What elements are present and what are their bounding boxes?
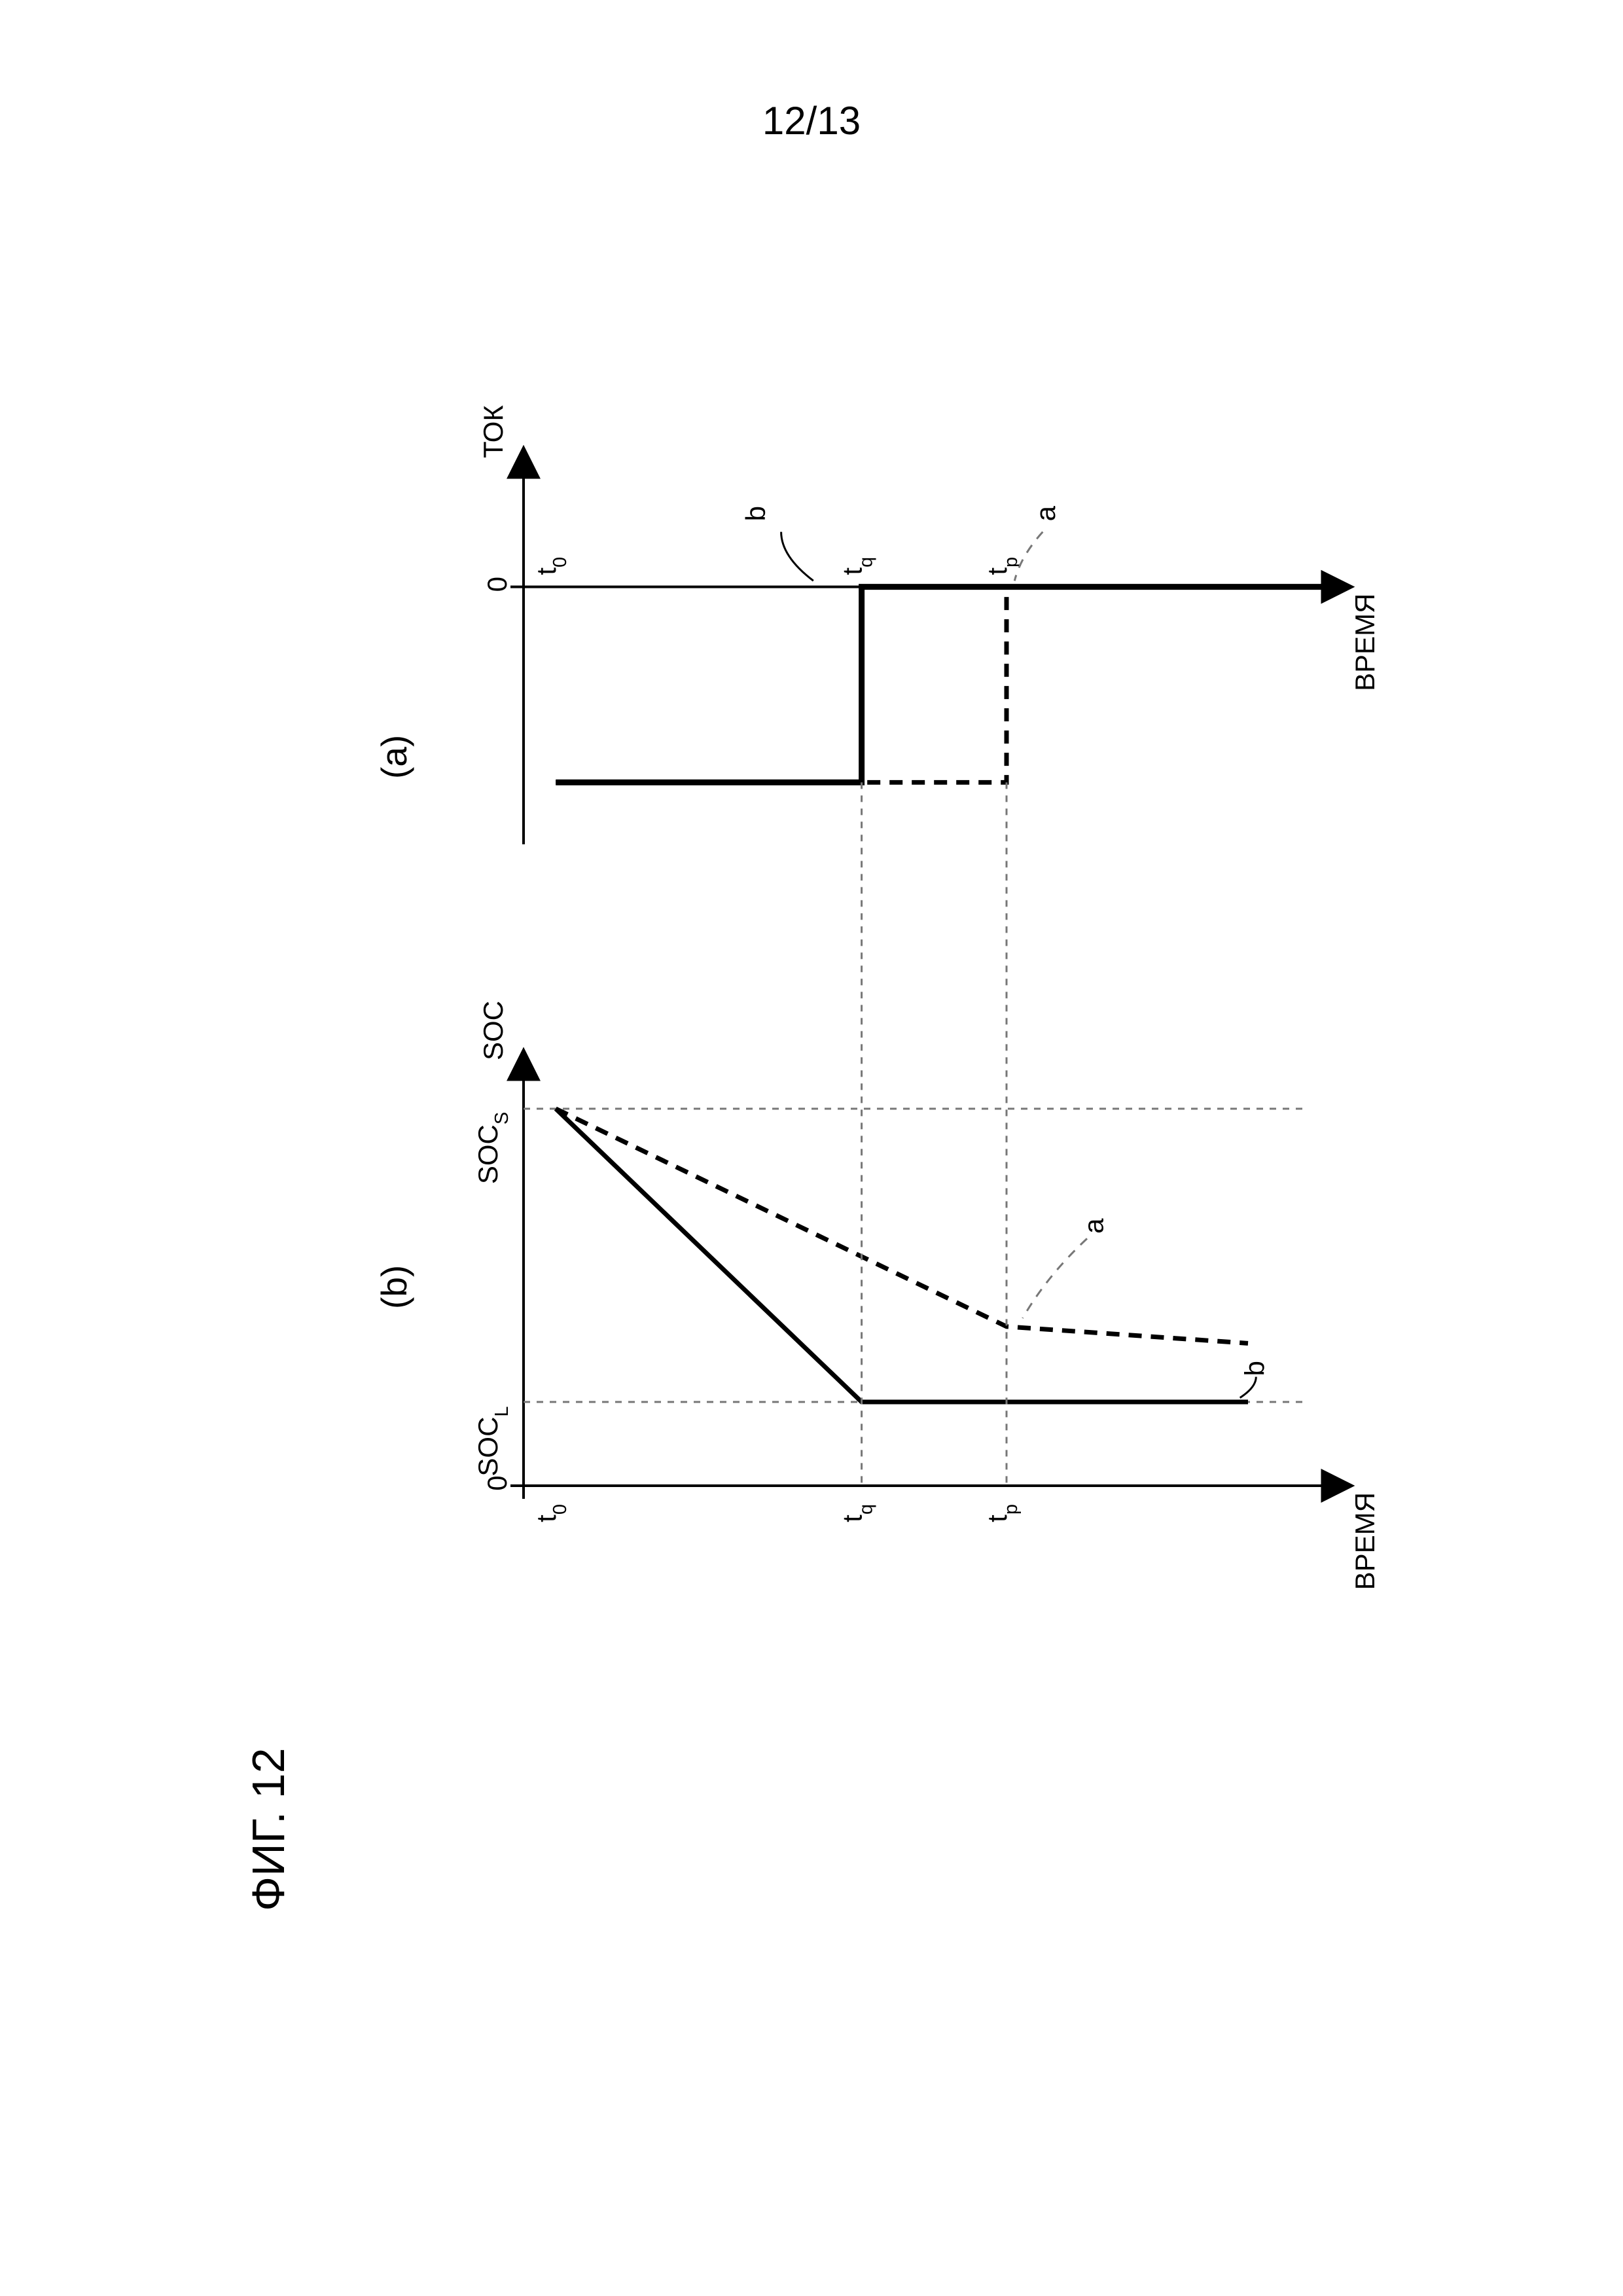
page: 12/13 ФИГ. 12 (a) (b) ТОК ВРЕМЯ 0 t0 tq tp b a 0… <box>0 0 1623 2296</box>
svg-text:ТОК: ТОК <box>478 405 508 458</box>
svg-text:a: a <box>1030 505 1061 521</box>
svg-text:b: b <box>1240 1361 1270 1376</box>
svg-text:t0: t0 <box>531 1504 571 1522</box>
svg-text:SOCS: SOCS <box>478 1112 512 1184</box>
svg-text:SOCL: SOCL <box>478 1406 512 1476</box>
svg-text:a: a <box>1079 1218 1109 1234</box>
svg-text:tq: tq <box>837 557 877 575</box>
svg-text:0: 0 <box>482 1475 512 1490</box>
figure-title: ФИГ. 12 <box>242 1748 294 1911</box>
svg-text:0: 0 <box>482 577 512 592</box>
charts-container: ТОК ВРЕМЯ 0 t0 tq tp b a 0 SOC ВРЕМЯ SOCS SOCL t0 tq tp… <box>478 393 1394 1898</box>
svg-text:tp: tp <box>982 1504 1022 1522</box>
svg-text:ВРЕМЯ: ВРЕМЯ <box>1349 594 1380 691</box>
svg-text:tp: tp <box>982 557 1022 575</box>
svg-text:tq: tq <box>837 1504 877 1522</box>
svg-text:t0: t0 <box>531 557 571 575</box>
page-number: 12/13 <box>0 98 1623 143</box>
panel-label-a: (a) <box>373 735 415 779</box>
panel-label-b: (b) <box>373 1265 415 1309</box>
charts-svg: ТОК ВРЕМЯ 0 t0 tq tp b a 0 SOC ВРЕМЯ SOCS SOCL t0 tq tp… <box>478 393 1394 1898</box>
svg-text:SOC: SOC <box>478 1001 508 1060</box>
svg-text:ВРЕМЯ: ВРЕМЯ <box>1349 1492 1380 1590</box>
svg-text:b: b <box>740 506 771 521</box>
